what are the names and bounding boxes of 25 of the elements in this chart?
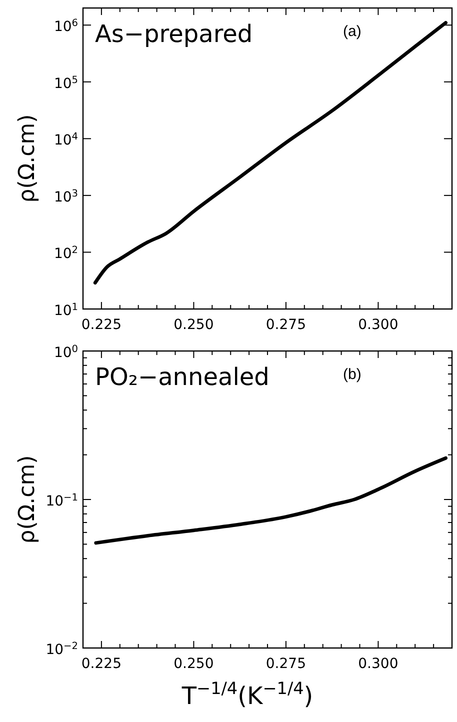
annotation: PO₂−annealed: [95, 363, 270, 391]
y-tick-label: 10$^{1}$: [54, 302, 78, 319]
line-series: [94, 456, 448, 545]
x-tick-label: 0.225: [81, 656, 122, 672]
x-tick-label: 0.250: [174, 656, 214, 672]
annotation: As−prepared: [95, 20, 253, 48]
x-tick-label: 0.225: [81, 317, 122, 333]
annotation: (b): [343, 366, 362, 383]
y-tick-label: 10$^{0}$: [54, 344, 78, 361]
y-tick-label: 10$^{6}$: [54, 18, 78, 36]
x-tick-label: 0.300: [358, 317, 398, 333]
y-tick-label: 10$^{2}$: [54, 244, 78, 262]
x-tick-label: 0.300: [358, 656, 398, 672]
y-tick-label: 10$^{−2}$: [46, 640, 78, 658]
y-tick-label: 10$^{3}$: [54, 188, 78, 206]
y-tick-label: 10$^{4}$: [54, 131, 78, 149]
y-axis-title: ρ(Ω.cm): [15, 114, 40, 203]
x-tick-label: 0.275: [266, 317, 306, 333]
annotation: (a): [343, 23, 362, 40]
x-tick-label: 0.275: [266, 656, 306, 672]
y-tick-label: 10$^{−1}$: [46, 492, 78, 510]
y-axis-title: ρ(Ω.cm): [15, 455, 40, 544]
x-axis-title: T$^{−1/4}$(K$^{−1/4}$): [180, 678, 314, 710]
y-tick-label: 10$^{5}$: [54, 74, 78, 92]
x-tick-label: 0.250: [174, 317, 214, 333]
